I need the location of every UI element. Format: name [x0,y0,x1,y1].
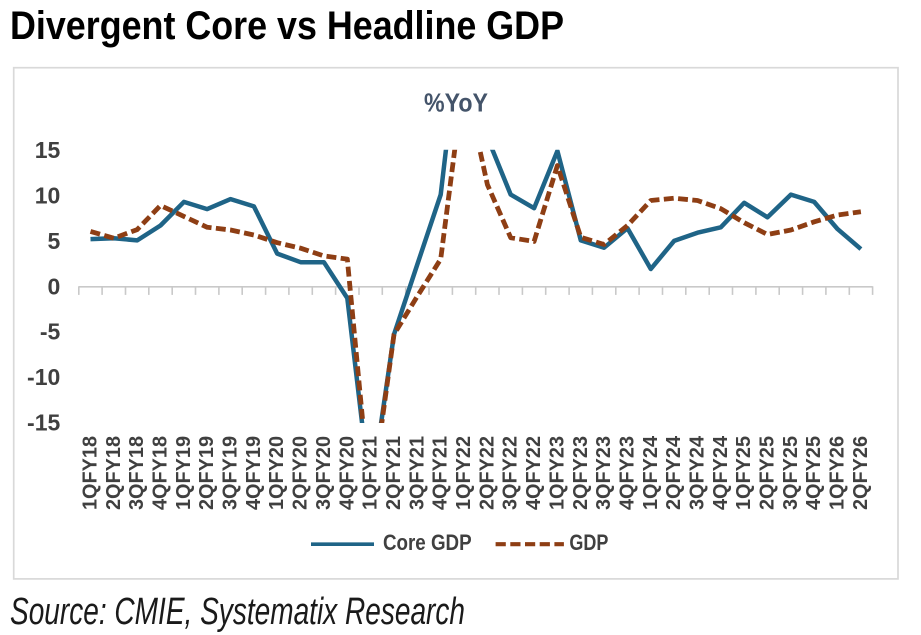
svg-text:2QFY26: 2QFY26 [850,436,872,510]
svg-text:1QFY26: 1QFY26 [827,436,849,510]
svg-text:Source: CMIE, Systematix Resea: Source: CMIE, Systematix Research [10,591,465,633]
svg-text:3QFY22: 3QFY22 [500,436,522,510]
svg-text:2QFY25: 2QFY25 [757,436,779,510]
svg-text:3QFY23: 3QFY23 [593,436,615,510]
svg-text:Divergent Core vs Headline GDP: Divergent Core vs Headline GDP [10,4,564,48]
svg-text:2QFY23: 2QFY23 [570,436,592,510]
svg-text:Core GDP: Core GDP [383,530,472,555]
svg-text:1QFY19: 1QFY19 [173,436,195,510]
svg-text:3QFY18: 3QFY18 [126,436,148,510]
svg-text:2QFY22: 2QFY22 [476,436,498,510]
svg-text:-5: -5 [40,319,61,345]
svg-text:3QFY25: 3QFY25 [780,436,802,510]
svg-text:10: 10 [35,183,61,209]
svg-text:2QFY19: 2QFY19 [196,436,218,510]
svg-text:4QFY25: 4QFY25 [803,436,825,510]
svg-text:0: 0 [48,273,61,299]
svg-text:3QFY21: 3QFY21 [406,436,428,510]
svg-text:2QFY24: 2QFY24 [663,435,685,510]
svg-text:4QFY20: 4QFY20 [336,436,358,510]
svg-text:-15: -15 [27,410,60,436]
svg-text:1QFY23: 1QFY23 [546,436,568,510]
svg-text:3QFY24: 3QFY24 [687,435,709,510]
svg-text:%YoY: %YoY [424,88,488,118]
svg-text:2QFY18: 2QFY18 [103,436,125,510]
svg-text:4QFY23: 4QFY23 [617,436,639,510]
svg-text:3QFY20: 3QFY20 [313,436,335,510]
svg-text:2QFY21: 2QFY21 [383,436,405,510]
svg-text:1QFY20: 1QFY20 [266,436,288,510]
svg-text:4QFY18: 4QFY18 [150,436,172,510]
svg-text:1QFY21: 1QFY21 [360,436,382,510]
svg-text:1QFY18: 1QFY18 [80,436,102,510]
svg-text:-10: -10 [27,364,60,390]
svg-text:3QFY19: 3QFY19 [220,436,242,510]
svg-text:1QFY25: 1QFY25 [733,436,755,510]
svg-text:4QFY22: 4QFY22 [523,436,545,510]
svg-text:4QFY24: 4QFY24 [710,435,732,510]
svg-text:4QFY21: 4QFY21 [430,436,452,510]
svg-text:2QFY20: 2QFY20 [290,436,312,510]
svg-text:1QFY22: 1QFY22 [453,436,475,510]
svg-text:1QFY24: 1QFY24 [640,435,662,510]
svg-text:5: 5 [48,228,61,254]
svg-text:GDP: GDP [569,530,608,555]
svg-text:4QFY19: 4QFY19 [243,436,265,510]
svg-text:15: 15 [35,137,61,163]
